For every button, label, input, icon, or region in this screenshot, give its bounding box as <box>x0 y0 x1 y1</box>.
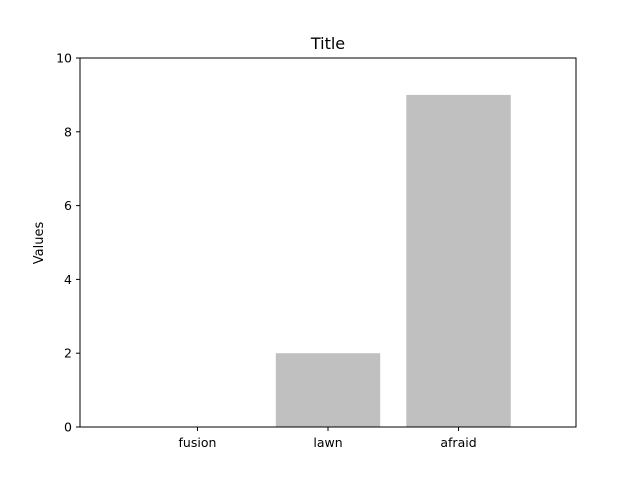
x-axis: fusion lawn afraid <box>179 427 477 450</box>
x-tick-label: afraid <box>440 435 476 450</box>
chart-title: Title <box>310 34 345 53</box>
plot-frame <box>79 57 577 428</box>
y-tick-label: 8 <box>64 124 72 139</box>
x-tick-label: lawn <box>313 435 342 450</box>
x-tick-label: fusion <box>179 435 217 450</box>
y-axis: 0 2 4 6 8 10 <box>56 51 80 435</box>
bar-afraid <box>406 94 511 428</box>
bars-group <box>275 94 511 428</box>
y-tick-label: 4 <box>64 272 72 287</box>
y-tick-label: 10 <box>56 51 72 66</box>
bar-lawn <box>275 353 381 427</box>
y-tick-label: 6 <box>64 198 72 213</box>
y-tick-label: 2 <box>64 346 72 361</box>
y-axis-label: Values <box>32 222 47 265</box>
y-tick-label: 0 <box>64 420 72 435</box>
